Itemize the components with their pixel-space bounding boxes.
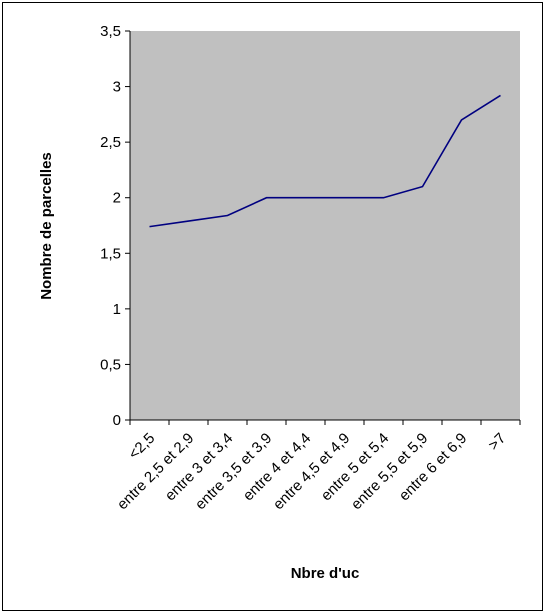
y-tick-label: 3 bbox=[113, 79, 121, 96]
series-line bbox=[149, 94, 501, 228]
y-axis-title: Nombre de parcelles bbox=[38, 152, 55, 300]
x-tick-label: <2,5 bbox=[125, 430, 158, 463]
x-tick-label: >7 bbox=[485, 430, 509, 454]
x-axis-title: Nbre d'uc bbox=[291, 565, 360, 582]
y-tick-label: 2,5 bbox=[100, 134, 121, 151]
y-tick-label: 3,5 bbox=[100, 23, 121, 40]
y-tick-label: 2 bbox=[113, 190, 121, 207]
y-tick-label: 1 bbox=[113, 301, 121, 318]
y-tick-label: 0,5 bbox=[100, 356, 121, 373]
y-tick-label: 0 bbox=[113, 412, 121, 429]
plot-area bbox=[130, 31, 520, 420]
y-tick-label: 1,5 bbox=[100, 245, 121, 262]
